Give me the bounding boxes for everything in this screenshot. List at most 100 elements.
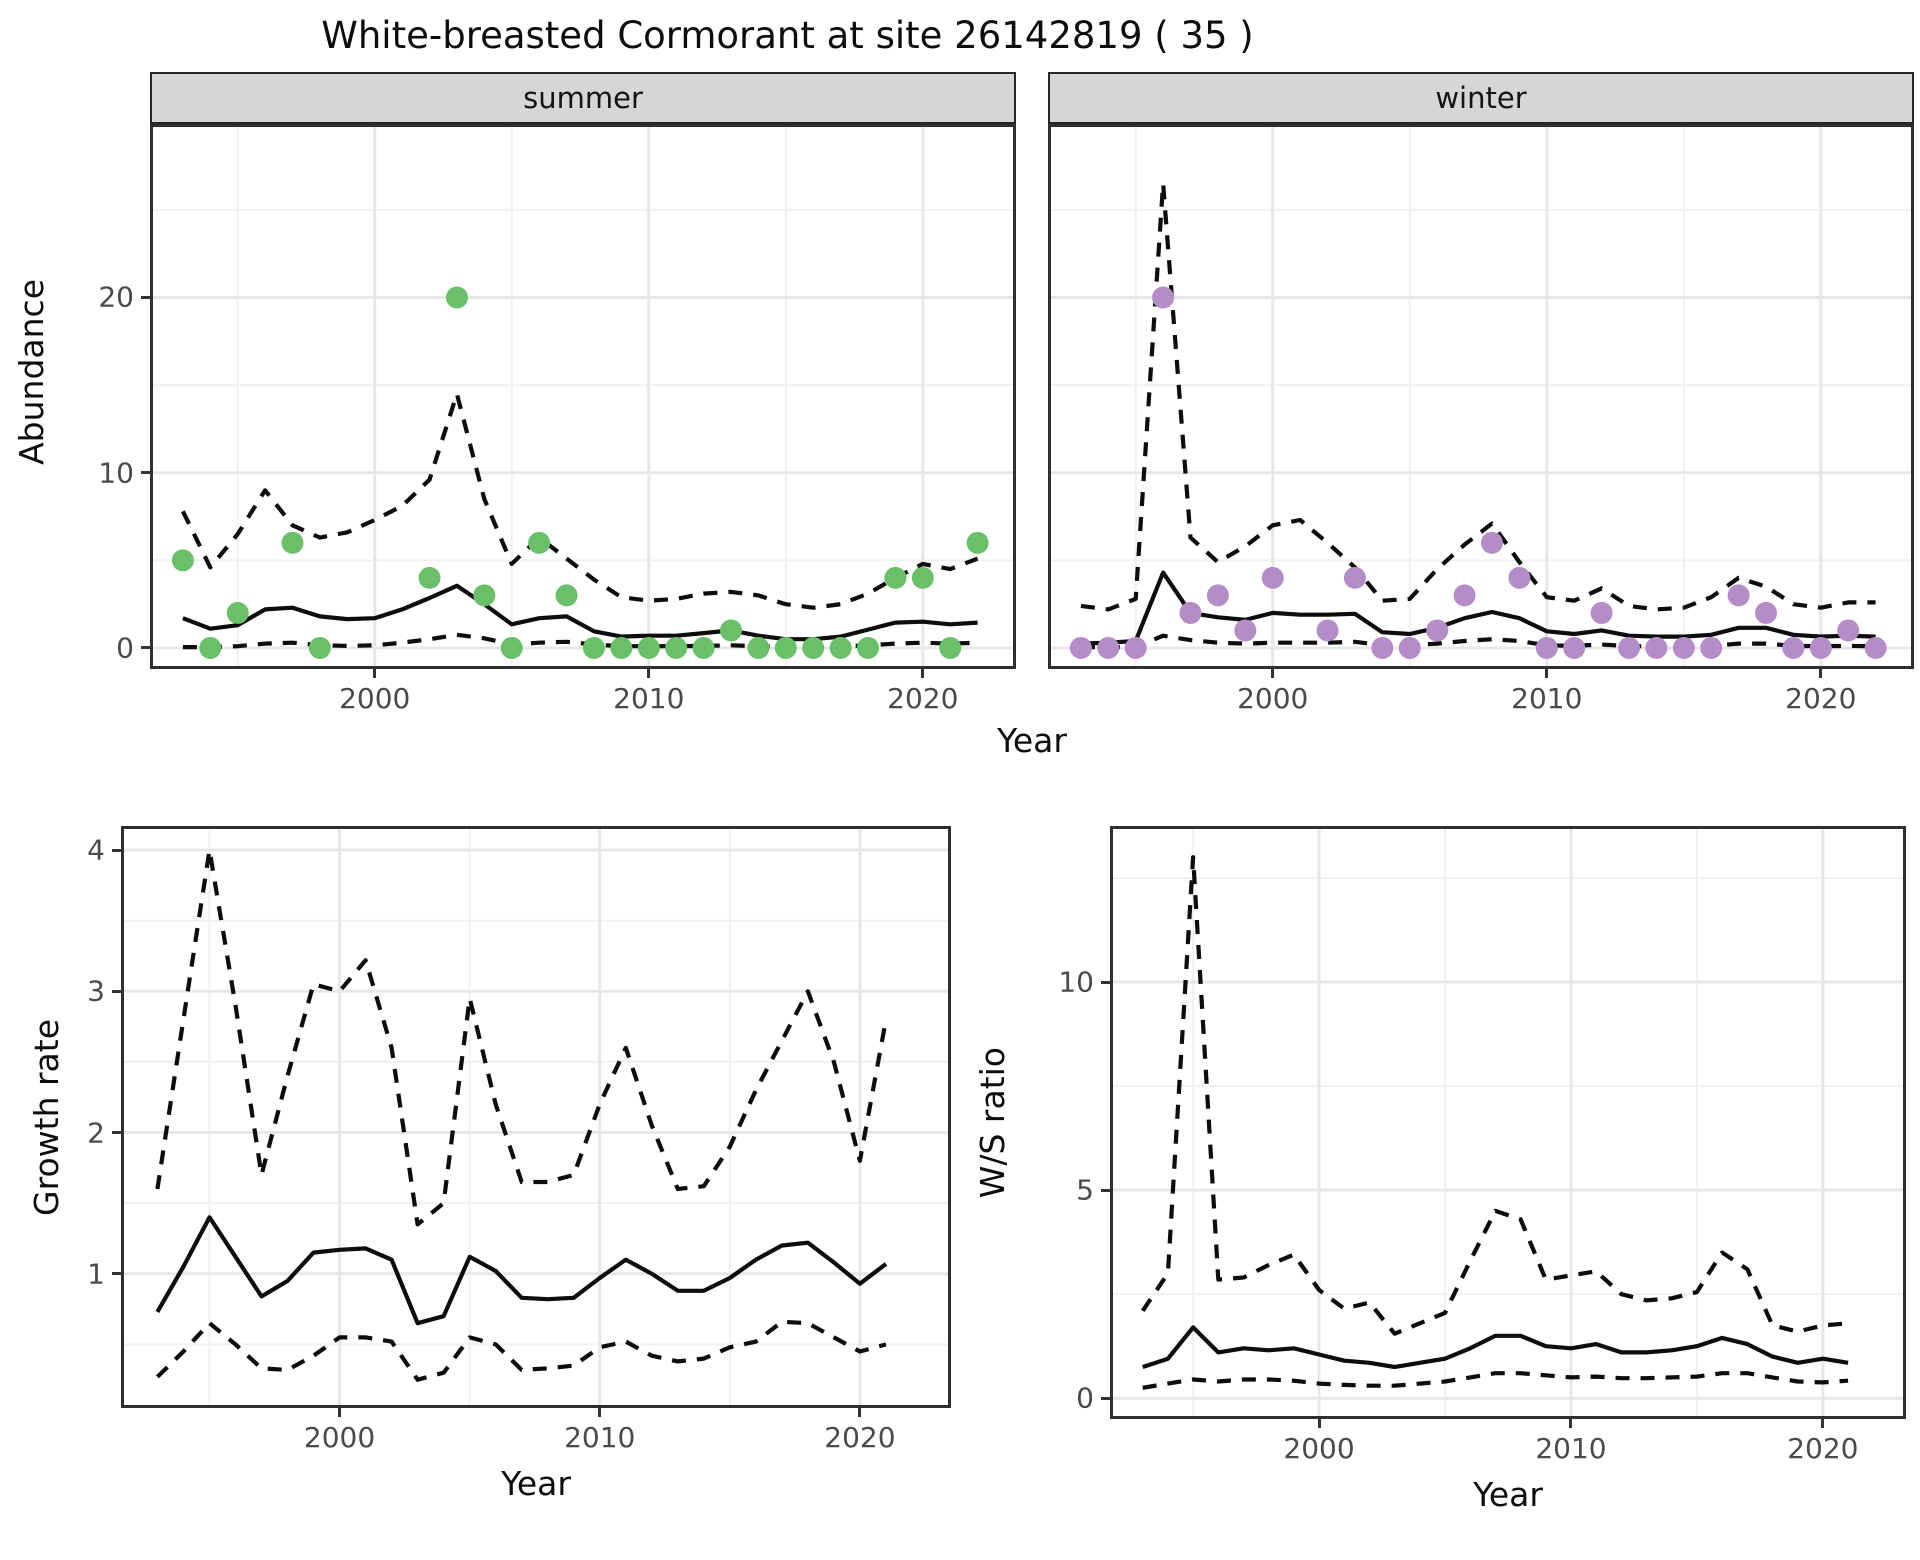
observation-point [1590, 601, 1613, 624]
series-lower_95ci [1142, 1371, 1849, 1390]
series-median [1142, 1325, 1849, 1370]
series-upper_95ci [1080, 181, 1876, 612]
observation-point [1124, 636, 1147, 659]
growth-rate-plot [121, 826, 951, 1408]
summer-x-axis-ticks: 2000 2010 2020 [150, 669, 1016, 721]
observation-point [1426, 619, 1449, 642]
series-median [155, 1215, 888, 1326]
x-tick-mark [1545, 669, 1549, 678]
growth-rate-y-axis-title: Growth rate [26, 1018, 66, 1216]
y-tick-label: 2 [87, 1116, 105, 1150]
ws-ratio-y-axis-ticks: 0 5 10 [1013, 826, 1110, 1419]
y-tick-mark [141, 646, 150, 650]
y-tick-label: 4 [87, 833, 105, 867]
facet-strip-summer: summer [150, 72, 1016, 124]
series-upper_95ci [1140, 855, 1849, 1336]
x-tick-mark [1569, 1419, 1573, 1428]
observation-point [911, 566, 934, 589]
y-tick-mark [1101, 1396, 1110, 1400]
observation-point [1645, 636, 1668, 659]
series-upper_95ci [181, 391, 979, 610]
y-tick-mark [141, 295, 150, 299]
winter-abundance-plot [1048, 124, 1914, 669]
x-tick-label: 2000 [1237, 682, 1309, 715]
growth-rate-x-axis-ticks: 2000 2010 2020 [121, 1408, 951, 1460]
observation-point [1343, 566, 1366, 589]
ws-ratio-x-axis-ticks: 2000 2010 2020 [1110, 1419, 1906, 1471]
observation-point [966, 531, 989, 554]
observation-point [1809, 636, 1832, 659]
x-tick-label: 2000 [339, 682, 411, 715]
observation-point [1837, 619, 1860, 642]
observation-point [1700, 636, 1723, 659]
y-tick-mark [141, 471, 150, 475]
observation-point [445, 286, 468, 309]
observation-point [1755, 601, 1778, 624]
series-fitted_mean [1080, 570, 1876, 646]
series-lower_95ci [155, 1319, 887, 1382]
y-tick-label: 10 [98, 456, 134, 490]
abundance-x-axis-title: Year [997, 721, 1067, 760]
ws-ratio-plot [1110, 826, 1906, 1419]
x-tick-mark [647, 669, 651, 678]
observation-point [1864, 636, 1887, 659]
panel-summer: summer 2000 2010 2020 [150, 72, 1016, 721]
y-tick-label: 1 [87, 1257, 105, 1291]
observation-point [1727, 584, 1750, 607]
x-tick-mark [373, 669, 377, 678]
x-tick-label: 2000 [1283, 1432, 1355, 1465]
y-tick-mark [1101, 980, 1110, 984]
figure: White-breasted Cormorant at site 2614281… [11, 14, 1914, 1514]
x-tick-label: 2000 [303, 1421, 376, 1454]
observation-point [281, 531, 304, 554]
y-tick-mark [1101, 1188, 1110, 1192]
observation-point [1398, 636, 1421, 659]
ws-ratio-chart: W/S ratio 0 5 10 2000 2010 2020 Year [971, 826, 1906, 1514]
series-fitted_mean [182, 583, 978, 642]
observation-point [1453, 584, 1476, 607]
panel-winter: winter 2000 2010 2020 [1048, 72, 1914, 721]
x-tick-mark [858, 1408, 862, 1417]
facet-strip-winter: winter [1048, 72, 1914, 124]
summer-abundance-plot [150, 124, 1016, 669]
observation-point [308, 636, 331, 659]
observation-point [829, 636, 852, 659]
x-tick-label: 2020 [887, 682, 959, 715]
growth-rate-chart: Growth rate 1 2 3 4 2000 2010 2020 Year [24, 826, 951, 1503]
observation-point [1782, 636, 1805, 659]
x-tick-mark [1317, 1419, 1321, 1428]
observation-point [1179, 601, 1202, 624]
x-tick-label: 2020 [824, 1421, 896, 1454]
growth-rate-x-axis-title: Year [501, 1464, 571, 1503]
y-tick-mark [112, 1131, 121, 1135]
observation-point [555, 584, 578, 607]
x-tick-label: 2010 [613, 682, 685, 715]
y-tick-label: 0 [1076, 1381, 1094, 1415]
observation-point [610, 636, 633, 659]
observation-point [802, 636, 825, 659]
observation-point [747, 636, 770, 659]
chart-title: White-breasted Cormorant at site 2614281… [321, 14, 1254, 57]
observation-point [473, 584, 496, 607]
abundance-y-axis-title: Abundance [11, 279, 51, 465]
observation-point [1535, 636, 1558, 659]
abundance-y-axis-ticks: 0 10 20 [54, 124, 150, 669]
observation-point [1069, 636, 1092, 659]
x-tick-label: 2010 [564, 1421, 636, 1454]
observation-point [665, 636, 688, 659]
observation-point [939, 636, 962, 659]
y-tick-label: 3 [87, 974, 105, 1008]
observation-point [582, 636, 605, 659]
x-tick-mark [598, 1408, 602, 1417]
observation-point [418, 566, 441, 589]
observation-point [884, 566, 907, 589]
observation-point [528, 531, 551, 554]
x-tick-mark [338, 1408, 342, 1417]
y-tick-label: 20 [98, 280, 134, 314]
observation-point [500, 636, 523, 659]
series-lower_95ci [1080, 633, 1876, 650]
observation-point [1152, 286, 1175, 309]
y-tick-label: 10 [1058, 965, 1094, 999]
winter-x-axis-ticks: 2000 2010 2020 [1048, 669, 1914, 721]
x-tick-mark [1271, 669, 1275, 678]
